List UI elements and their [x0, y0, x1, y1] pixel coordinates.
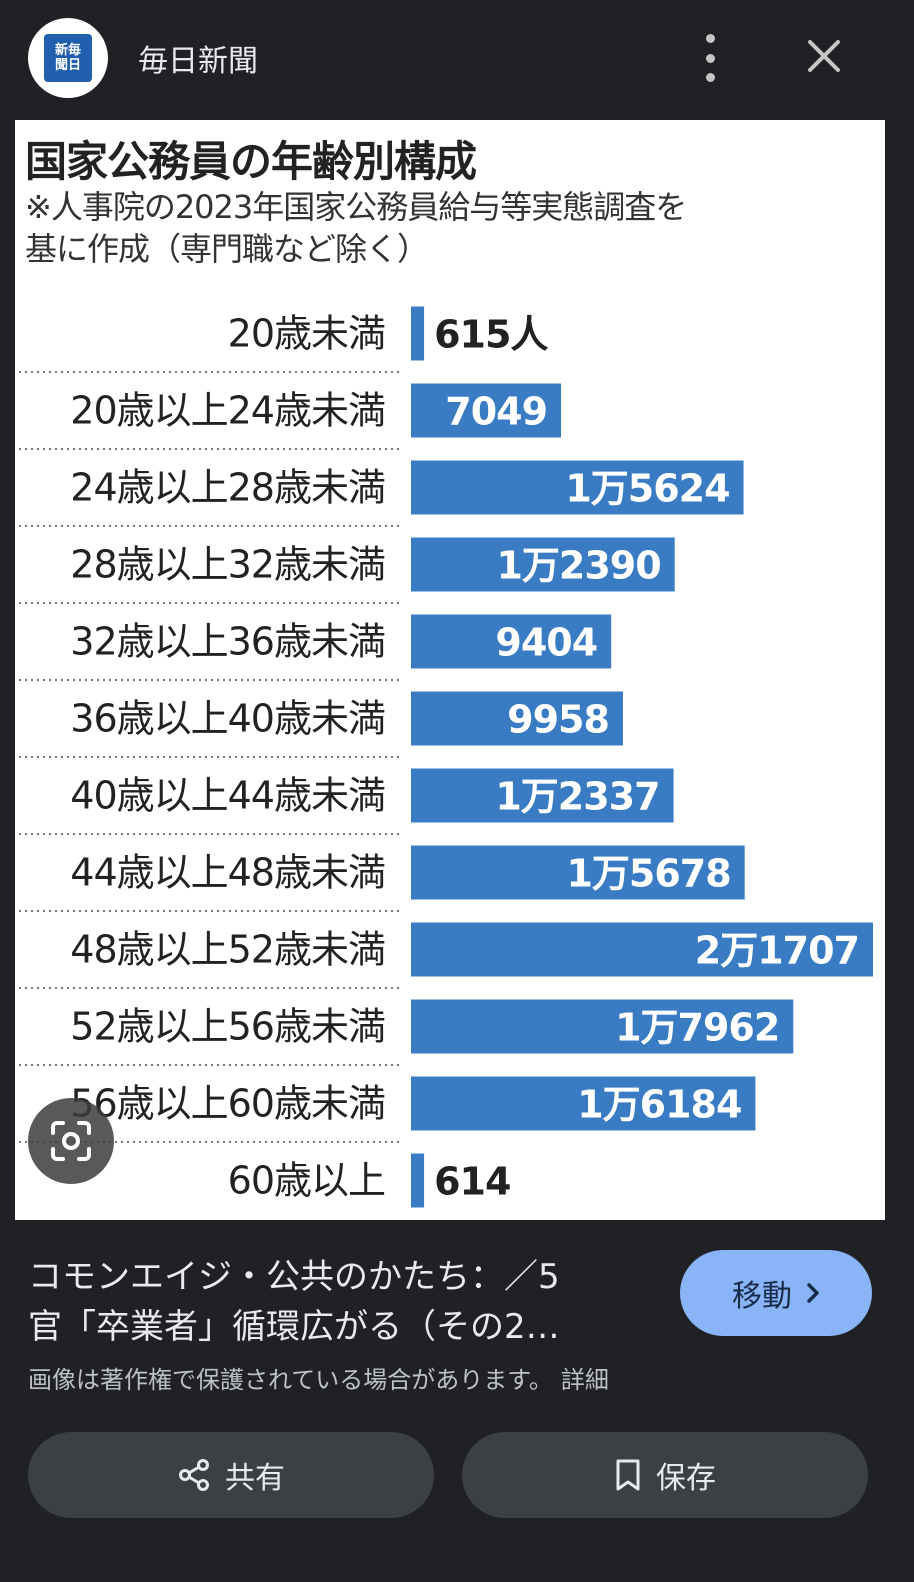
bar	[411, 460, 744, 515]
value-label: 2万1707	[695, 929, 859, 973]
bar	[411, 768, 674, 823]
category-label: 32歳以上36歳未満	[70, 620, 385, 664]
bar	[411, 537, 675, 592]
category-label: 36歳以上40歳未満	[70, 697, 385, 741]
preview-image: 国家公務員の年齢別構成 ※人事院の2023年国家公務員給与等実態調査を 基に作成…	[15, 120, 885, 1220]
category-label: 20歳以上24歳未満	[70, 389, 385, 433]
details-link[interactable]: 詳細	[560, 1366, 609, 1394]
save-button-label: 保存	[656, 1461, 716, 1496]
result-title-line-2: 官「卒業者」循環広がる（その2…	[28, 1307, 560, 1347]
value-label: 9404	[495, 621, 597, 665]
category-label: 48歳以上52歳未満	[70, 928, 385, 972]
bar	[411, 1076, 756, 1131]
bar	[411, 691, 623, 746]
visit-button-label: 移動	[732, 1279, 792, 1314]
top-bar: 新毎 聞日 毎日新聞	[0, 0, 914, 120]
value-label: 7049	[445, 390, 547, 434]
bookmark-icon	[616, 1459, 640, 1491]
category-label: 20歳未満	[228, 312, 385, 356]
result-title[interactable]: コモンエイジ・公共のかたち：／5 官「卒業者」循環広がる（その2…	[28, 1252, 648, 1352]
bar	[411, 614, 612, 669]
bar	[411, 1153, 425, 1208]
source-logo-text: 新毎 聞日	[54, 43, 81, 73]
bar	[411, 999, 794, 1054]
source-logo[interactable]: 新毎 聞日	[28, 18, 108, 98]
copyright-notice: 画像は著作権で保護されている場合があります。 詳細	[28, 1360, 609, 1395]
save-button[interactable]: 保存	[462, 1432, 868, 1518]
value-label: 1万5624	[565, 467, 729, 511]
category-label: 60歳以上	[228, 1159, 385, 1203]
category-label: 24歳以上28歳未満	[70, 466, 385, 510]
value-label: 1万7962	[615, 1006, 779, 1050]
source-name[interactable]: 毎日新聞	[138, 44, 258, 79]
chart-note-line-2: 基に作成（専門職など除く）	[25, 230, 429, 268]
value-label: 9958	[507, 698, 609, 742]
result-title-line-1: コモンエイジ・公共のかたち：／5	[28, 1257, 560, 1297]
value-label: 1万6184	[577, 1083, 741, 1127]
chevron-right-icon	[807, 1283, 819, 1303]
value-label: 615人	[434, 313, 548, 357]
share-icon	[179, 1459, 209, 1491]
bar	[411, 845, 745, 900]
category-label: 28歳以上32歳未満	[70, 543, 385, 587]
bar	[411, 383, 562, 438]
chart-note-line-1: ※人事院の2023年国家公務員給与等実態調査を	[25, 188, 687, 226]
value-label: 1万5678	[566, 852, 730, 896]
category-label: 40歳以上44歳未満	[70, 774, 385, 818]
lens-search-button[interactable]	[28, 1098, 114, 1184]
source-logo-mark: 新毎 聞日	[44, 34, 92, 82]
category-label: 52歳以上56歳未満	[70, 1005, 385, 1049]
lens-search-icon	[51, 1121, 91, 1161]
bar	[411, 922, 873, 977]
copyright-text: 画像は著作権で保護されている場合があります。	[28, 1366, 553, 1394]
value-label: 614	[434, 1160, 510, 1204]
share-button[interactable]: 共有	[28, 1432, 434, 1518]
more-vert-icon[interactable]	[698, 34, 722, 82]
share-button-label: 共有	[225, 1461, 285, 1496]
value-label: 1万2390	[496, 544, 660, 588]
chart-title: 国家公務員の年齢別構成	[25, 137, 477, 186]
chart-plot: 20歳未満 615人 20歳以上24歳未満 7049 24歳以上28歳未満 1万5624 2…	[19, 306, 873, 1208]
category-label: 44歳以上48歳未満	[70, 851, 385, 895]
close-icon[interactable]	[804, 36, 844, 76]
chart-note: ※人事院の2023年国家公務員給与等実態調査を 基に作成（専門職など除く）	[25, 186, 875, 270]
visit-button[interactable]: 移動	[680, 1250, 872, 1336]
bar	[411, 306, 425, 361]
value-label: 1万2337	[495, 775, 659, 819]
category-label: 56歳以上60歳未満	[70, 1082, 385, 1126]
